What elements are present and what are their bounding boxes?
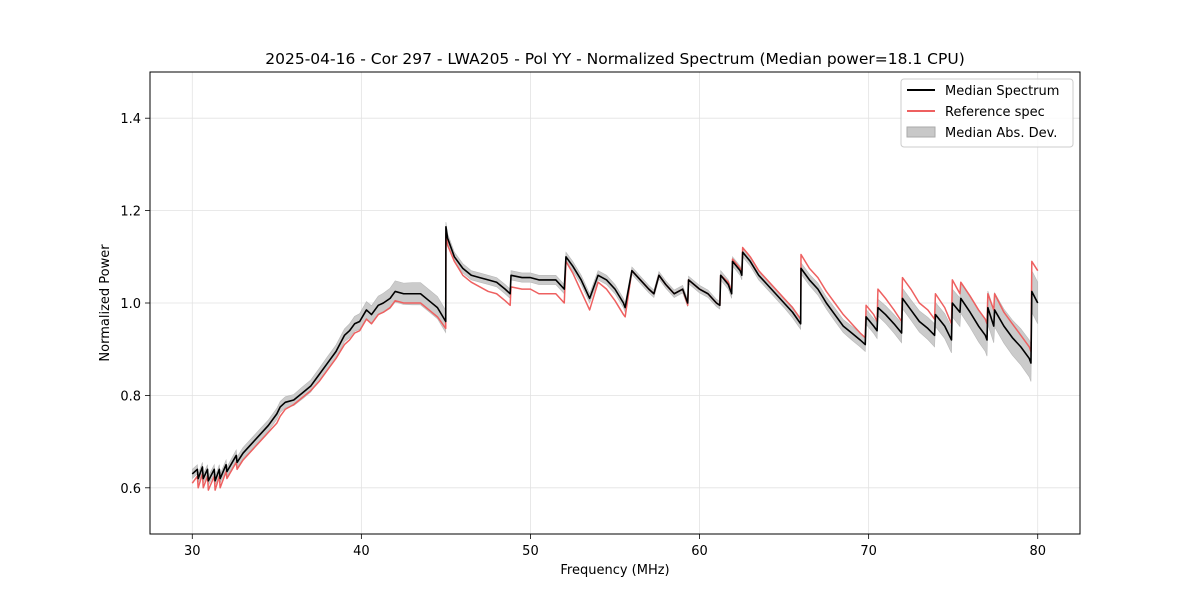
series-layer [191, 225, 1039, 491]
legend: Median Spectrum Reference spec Median Ab… [900, 78, 1074, 148]
legend-reference-label: Reference spec [945, 105, 1045, 120]
y-tick-label: 1.4 [120, 112, 141, 127]
x-tick-label: 80 [1029, 544, 1046, 559]
median-spectrum-line [191, 225, 1039, 482]
chart-title: 2025-04-16 - Cor 297 - LWA205 - Pol YY -… [265, 50, 965, 68]
y-tick-label: 1.2 [120, 205, 141, 220]
x-tick-label: 40 [353, 544, 370, 559]
x-tick-label: 60 [691, 544, 708, 559]
x-tick-label: 50 [522, 544, 539, 559]
reference-spec-line [191, 232, 1039, 491]
x-tick-label: 70 [860, 544, 877, 559]
y-tick-label: 0.8 [120, 389, 141, 404]
x-tick-label: 30 [184, 544, 201, 559]
plot-frame [149, 71, 1081, 535]
axes: 30 40 50 60 70 80 0.6 0.8 1.0 1.2 1.4 [120, 71, 1081, 559]
legend-mad-swatch [906, 126, 936, 138]
y-tick-label: 0.6 [120, 482, 141, 497]
y-tick-label: 1.0 [120, 297, 141, 312]
x-axis-label: Frequency (MHz) [560, 563, 669, 578]
legend-box [900, 78, 1074, 148]
legend-mad-label: Median Abs. Dev. [945, 126, 1057, 141]
y-axis-label: Normalized Power [98, 244, 113, 362]
legend-median-label: Median Spectrum [945, 84, 1059, 99]
